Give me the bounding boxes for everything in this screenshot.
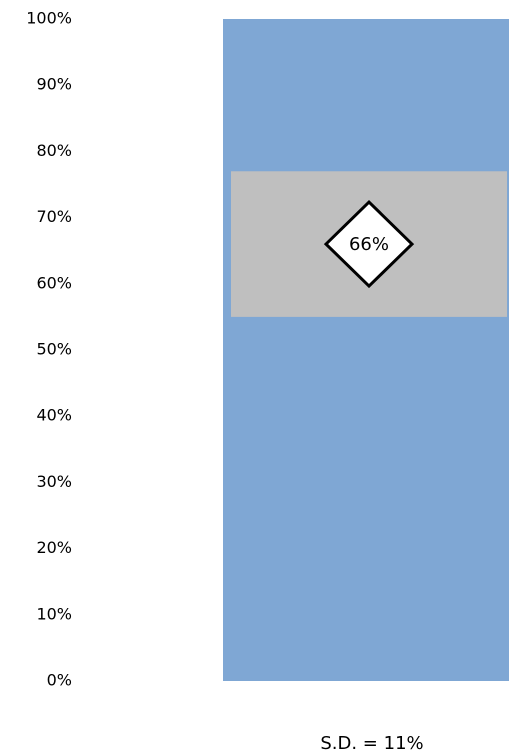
y-axis-ticks: 0% 10% 20% 30% 40% 50% 60% 70% 80% 90% 100% — [26, 9, 72, 690]
y-tick-label: 40% — [36, 406, 72, 425]
y-tick-label: 100% — [26, 9, 72, 28]
bar-full — [223, 19, 509, 681]
y-tick-label: 60% — [36, 273, 72, 292]
y-tick-label: 20% — [36, 538, 72, 557]
y-tick-label: 50% — [36, 340, 72, 359]
y-tick-label: 0% — [47, 671, 72, 690]
sd-label: S.D. = 11% — [320, 733, 423, 754]
mean-marker — [323, 199, 415, 289]
y-tick-label: 10% — [36, 604, 72, 623]
y-tick-label: 80% — [36, 141, 72, 160]
y-tick-label: 30% — [36, 472, 72, 491]
mean-label: 66% — [349, 234, 389, 255]
y-tick-label: 90% — [36, 75, 72, 94]
y-tick-label: 70% — [36, 207, 72, 226]
